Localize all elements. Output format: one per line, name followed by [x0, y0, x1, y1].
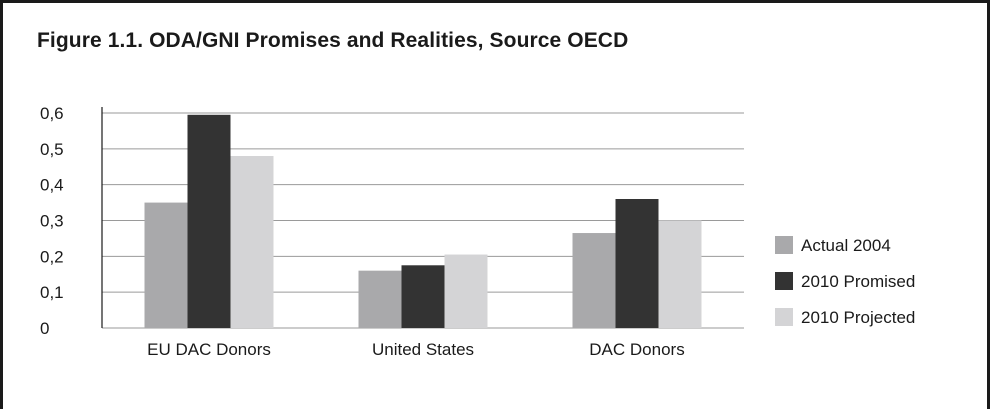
x-category-label: EU DAC Donors — [147, 340, 271, 359]
legend-swatch — [775, 272, 793, 290]
x-category-label: United States — [372, 340, 474, 359]
category-labels: EU DAC Donors United States DAC Donors — [147, 340, 685, 359]
y-tick-label: 0,3 — [40, 212, 64, 231]
y-tick-label: 0,2 — [40, 247, 64, 266]
chart-title: Figure 1.1. ODA/GNI Promises and Realiti… — [37, 29, 629, 52]
bar — [401, 265, 445, 328]
legend-label: 2010 Projected — [801, 308, 915, 327]
y-tick-label: 0,4 — [40, 176, 64, 195]
legend-label: Actual 2004 — [801, 236, 891, 255]
y-tick-label: 0,6 — [40, 104, 64, 123]
bar — [572, 233, 616, 328]
legend-swatch — [775, 236, 793, 254]
bar — [658, 220, 702, 328]
bar — [144, 202, 188, 328]
bar — [358, 270, 402, 328]
y-axis-ticks: 0 0,1 0,2 0,3 0,4 0,5 0,6 — [40, 104, 64, 338]
legend-swatch — [775, 308, 793, 326]
bar — [444, 254, 488, 328]
y-tick-label: 0,5 — [40, 140, 64, 159]
y-tick-label: 0 — [40, 319, 49, 338]
x-category-label: DAC Donors — [589, 340, 684, 359]
bar — [187, 114, 231, 329]
legend: Actual 2004 2010 Promised 2010 Projected — [775, 236, 915, 327]
legend-label: 2010 Promised — [801, 272, 915, 291]
y-tick-label: 0,1 — [40, 283, 64, 302]
bar — [230, 156, 274, 328]
bars — [144, 114, 702, 329]
bar — [615, 199, 659, 328]
